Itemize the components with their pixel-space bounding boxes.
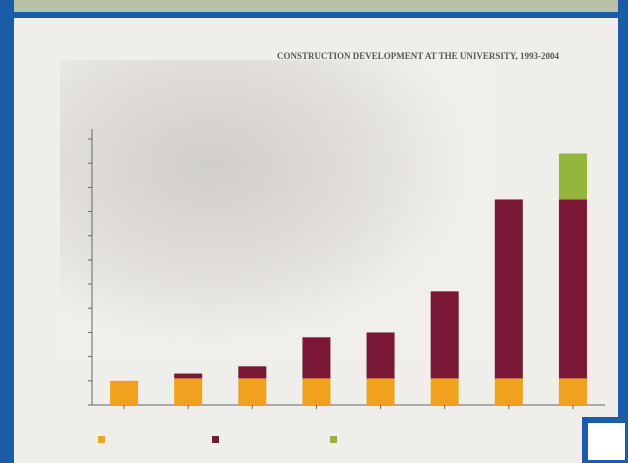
legend-swatch — [212, 436, 219, 443]
corner-box — [582, 417, 628, 463]
bar-segment — [174, 378, 203, 405]
bar-segment — [302, 337, 331, 379]
bar-segment — [238, 378, 267, 405]
background-photo — [60, 60, 490, 360]
bar-segment — [366, 332, 395, 379]
bar-segment — [430, 378, 459, 405]
top-strip — [14, 0, 618, 12]
legend-swatch — [330, 436, 337, 443]
bar-segment — [366, 378, 395, 405]
bar-segment — [238, 366, 267, 379]
bar-segment — [110, 380, 139, 405]
bar-segment — [494, 199, 523, 379]
bar-segment — [430, 291, 459, 379]
bar-segment — [302, 378, 331, 405]
chart-title: CONSTRUCTION DEVELOPMENT AT THE UNIVERSI… — [277, 51, 560, 61]
legend — [98, 436, 337, 443]
bar-segment — [558, 378, 587, 405]
bar-segment — [494, 378, 523, 405]
bar-segment — [174, 373, 203, 379]
bar-segment — [558, 153, 587, 200]
bar-segment — [558, 199, 587, 379]
legend-swatch — [98, 436, 105, 443]
